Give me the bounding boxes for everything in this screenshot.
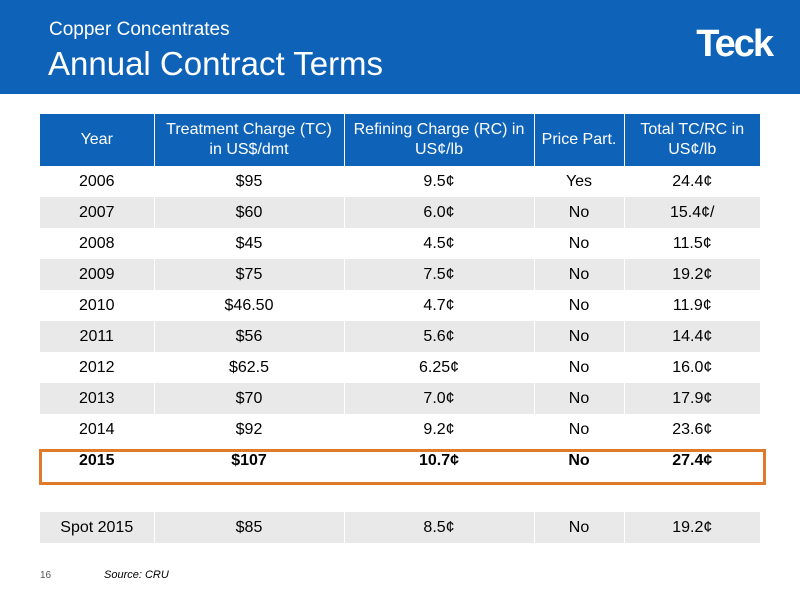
col-header-year: Year: [40, 114, 154, 166]
row-price-part: No: [533, 321, 624, 352]
table-row: 2014 $92 9.2¢ No 23.6¢: [40, 414, 760, 445]
contract-terms-table: Year Treatment Charge (TC) in US$/dmt Re…: [40, 114, 760, 476]
highlight-box-2015: [39, 449, 766, 485]
spot-table: Spot 2015 $85 8.5¢ No 19.2¢: [40, 512, 760, 543]
col-header-total-tcrc: Total TC/RC in US¢/lb: [623, 114, 760, 166]
row-total: 11.9¢: [623, 290, 760, 321]
col-header-treatment-charge: Treatment Charge (TC) in US$/dmt: [153, 114, 344, 166]
row-price-part: No: [533, 290, 624, 321]
row-price-part: No: [533, 352, 624, 383]
row-tc: $95: [153, 166, 344, 197]
table-body: 2006 $95 9.5¢ Yes 24.4¢ 2007 $60 6.0¢ No 15.4¢/20…: [40, 166, 760, 476]
table-row: 2010 $46.50 4.7¢ No 11.9¢: [40, 290, 760, 321]
row-total: 17.9¢: [623, 383, 760, 414]
row-tc: $46.50: [153, 290, 344, 321]
row-rc: 4.5¢: [343, 228, 534, 259]
table-header-row: Year Treatment Charge (TC) in US$/dmt Re…: [40, 114, 760, 166]
table-row: 2009 $75 7.5¢ No 19.2¢: [40, 259, 760, 290]
row-year: 2011: [40, 321, 154, 352]
col-header-price-participation: Price Part.: [533, 114, 624, 166]
row-price-part: No: [533, 197, 624, 228]
row-price-part: No: [533, 383, 624, 414]
row-tc: $45: [153, 228, 344, 259]
spot-year: Spot 2015: [40, 512, 154, 543]
row-tc: $60: [153, 197, 344, 228]
slide-subtitle: Copper Concentrates: [49, 19, 230, 40]
row-total: 24.4¢: [623, 166, 760, 197]
row-tc: $62.5: [153, 352, 344, 383]
row-total: 16.0¢: [623, 352, 760, 383]
row-price-part: No: [533, 228, 624, 259]
row-rc: 9.5¢: [343, 166, 534, 197]
row-rc: 9.2¢: [343, 414, 534, 445]
row-total: 15.4¢/: [623, 197, 760, 228]
row-price-part: No: [533, 414, 624, 445]
row-year: 2014: [40, 414, 154, 445]
row-year: 2010: [40, 290, 154, 321]
spot-rc: 8.5¢: [343, 512, 534, 543]
row-year: 2007: [40, 197, 154, 228]
slide-title: Annual Contract Terms: [48, 45, 384, 82]
spot-total: 19.2¢: [623, 512, 760, 543]
row-total: 11.5¢: [623, 228, 760, 259]
row-year: 2006: [40, 166, 154, 197]
spot-tc: $85: [153, 512, 344, 543]
row-year: 2012: [40, 352, 154, 383]
col-header-refining-charge: Refining Charge (RC) in US¢/lb: [343, 114, 534, 166]
row-rc: 7.0¢: [343, 383, 534, 414]
row-total: 14.4¢: [623, 321, 760, 352]
table-row: 2006 $95 9.5¢ Yes 24.4¢: [40, 166, 760, 197]
table-row: 2007 $60 6.0¢ No 15.4¢/: [40, 197, 760, 228]
row-year: 2009: [40, 259, 154, 290]
row-rc: 7.5¢: [343, 259, 534, 290]
row-year: 2013: [40, 383, 154, 414]
source-note: Source: CRU: [104, 569, 169, 581]
table-row: 2008 $45 4.5¢ No 11.5¢: [40, 228, 760, 259]
row-price-part: Yes: [533, 166, 624, 197]
header-bar: Copper Concentrates Annual Contract Term…: [0, 0, 800, 94]
spot-row: Spot 2015 $85 8.5¢ No 19.2¢: [40, 512, 760, 543]
row-year: 2008: [40, 228, 154, 259]
row-rc: 6.0¢: [343, 197, 534, 228]
row-price-part: No: [533, 259, 624, 290]
row-tc: $75: [153, 259, 344, 290]
teck-logo: Teck: [696, 23, 774, 65]
table-row: 2011 $56 5.6¢ No 14.4¢: [40, 321, 760, 352]
spot-price-part: No: [533, 512, 624, 543]
table-row: 2013 $70 7.0¢ No 17.9¢: [40, 383, 760, 414]
row-total: 23.6¢: [623, 414, 760, 445]
row-total: 19.2¢: [623, 259, 760, 290]
row-tc: $70: [153, 383, 344, 414]
row-tc: $56: [153, 321, 344, 352]
row-rc: 5.6¢: [343, 321, 534, 352]
row-rc: 4.7¢: [343, 290, 534, 321]
table-row: 2012 $62.5 6.25¢ No 16.0¢: [40, 352, 760, 383]
page-number: 16: [40, 570, 52, 581]
row-rc: 6.25¢: [343, 352, 534, 383]
row-tc: $92: [153, 414, 344, 445]
